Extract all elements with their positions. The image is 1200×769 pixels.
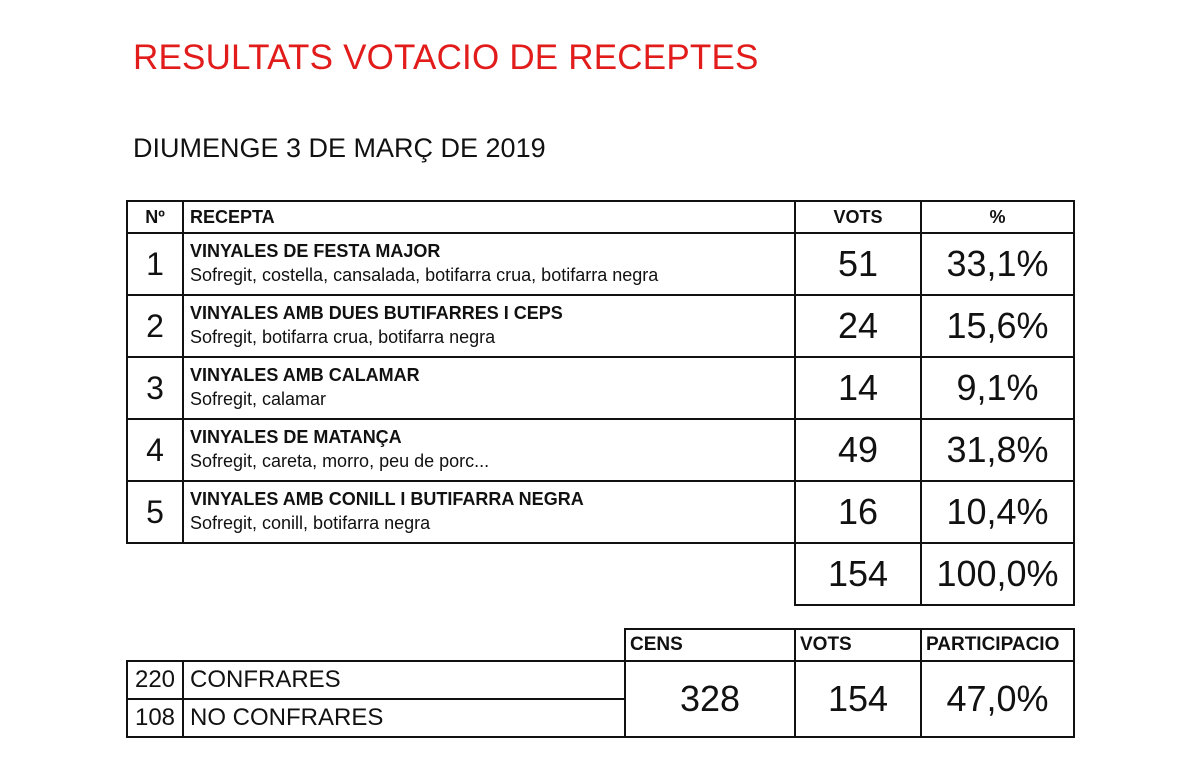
blank-cell (127, 543, 183, 605)
recipe-votes: 49 (794, 418, 922, 482)
page-title: RESULTATS VOTACIO DE RECEPTES (133, 38, 759, 77)
recipe-cell: VINYALES AMB CALAMAR Sofregit, calamar (182, 356, 796, 420)
recipe-description: Sofregit, conill, botifarra negra (190, 513, 431, 533)
census-table: CENS VOTS PARTICIPACIO 220 CONFRARES 328… (126, 628, 1075, 738)
group-label: NO CONFRARES (182, 698, 626, 738)
recipe-votes: 24 (794, 294, 922, 358)
recipe-cell: VINYALES DE MATANÇA Sofregit, careta, mo… (182, 418, 796, 482)
event-date: DIUMENGE 3 DE MARÇ DE 2019 (133, 133, 546, 163)
recipe-description: Sofregit, costella, cansalada, botifarra… (190, 265, 659, 285)
blank-cell (183, 543, 795, 605)
group-count: 220 (126, 660, 184, 700)
recipe-percent: 33,1% (920, 232, 1075, 296)
recipe-number: 4 (126, 418, 184, 482)
header-votes: VOTS (794, 200, 922, 234)
table-row: 1 VINYALES DE FESTA MAJOR Sofregit, cost… (126, 232, 1075, 296)
table-row: 4 VINYALES DE MATANÇA Sofregit, careta, … (126, 418, 1075, 482)
recipe-percent: 10,4% (920, 480, 1075, 544)
recipe-percent: 9,1% (920, 356, 1075, 420)
table-row: 2 VINYALES AMB DUES BUTIFARRES I CEPS So… (126, 294, 1075, 358)
recipe-name: VINYALES AMB CONILL I BUTIFARRA NEGRA (190, 489, 584, 509)
recipe-votes: 14 (794, 356, 922, 420)
header-votes: VOTS (794, 628, 922, 662)
recipe-number: 5 (126, 480, 184, 544)
recipe-percent: 31,8% (920, 418, 1075, 482)
recipe-cell: VINYALES DE FESTA MAJOR Sofregit, costel… (182, 232, 796, 296)
recipe-cell: VINYALES AMB DUES BUTIFARRES I CEPS Sofr… (182, 294, 796, 358)
recipes-header-row: Nº RECEPTA VOTS % (126, 200, 1075, 234)
recipe-cell: VINYALES AMB CONILL I BUTIFARRA NEGRA So… (182, 480, 796, 544)
group-count: 108 (126, 698, 184, 738)
census-row: 108 NO CONFRARES (126, 698, 1074, 738)
header-num: Nº (126, 200, 184, 234)
recipe-description: Sofregit, calamar (190, 389, 327, 409)
recipe-description: Sofregit, botifarra crua, botifarra negr… (190, 327, 496, 347)
header-percent: % (920, 200, 1075, 234)
census-total: 328 (624, 660, 796, 738)
recipe-number: 3 (126, 356, 184, 420)
recipe-percent: 15,6% (920, 294, 1075, 358)
header-census: CENS (624, 628, 796, 662)
recipe-number: 2 (126, 294, 184, 358)
recipe-votes: 51 (794, 232, 922, 296)
total-votes: 154 (794, 542, 922, 606)
census-row: 220 CONFRARES 328 154 47,0% (126, 660, 1075, 738)
recipe-name: VINYALES DE FESTA MAJOR (190, 241, 441, 261)
table-row: 3 VINYALES AMB CALAMAR Sofregit, calamar… (126, 356, 1075, 420)
recipe-description: Sofregit, careta, morro, peu de porc... (190, 451, 490, 471)
recipe-name: VINYALES AMB CALAMAR (190, 365, 420, 385)
blank-cell (183, 629, 625, 661)
header-recipe: RECEPTA (182, 200, 796, 234)
recipe-number: 1 (126, 232, 184, 296)
table-row: 5 VINYALES AMB CONILL I BUTIFARRA NEGRA … (126, 480, 1075, 544)
total-row: 154 100,0% (127, 542, 1075, 606)
recipe-votes: 16 (794, 480, 922, 544)
group-label: CONFRARES (182, 660, 626, 700)
participation-rate: 47,0% (920, 660, 1075, 738)
recipes-table: Nº RECEPTA VOTS % 1 VINYALES DE FESTA MA… (126, 200, 1075, 606)
census-header-row: CENS VOTS PARTICIPACIO (127, 628, 1075, 662)
blank-cell (127, 629, 183, 661)
census-votes: 154 (794, 660, 922, 738)
header-participation: PARTICIPACIO (920, 628, 1075, 662)
recipe-name: VINYALES AMB DUES BUTIFARRES I CEPS (190, 303, 563, 323)
recipe-name: VINYALES DE MATANÇA (190, 427, 402, 447)
total-percent: 100,0% (920, 542, 1075, 606)
